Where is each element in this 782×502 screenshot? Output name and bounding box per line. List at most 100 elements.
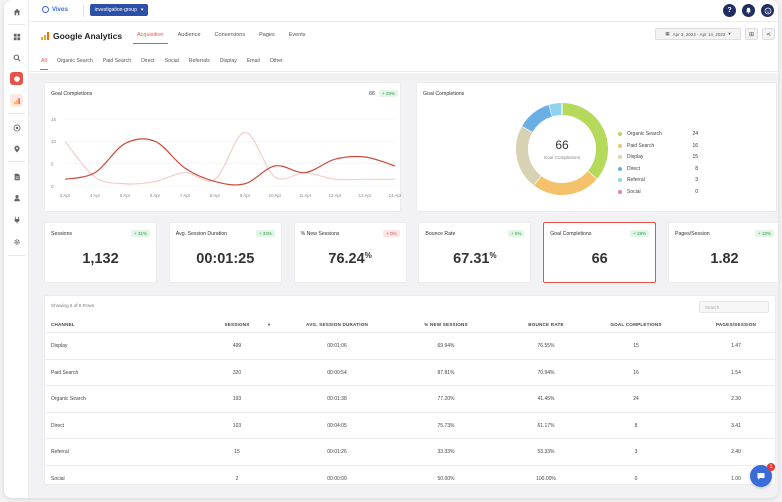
donut-slice-direct[interactable] [522,104,553,133]
legend-label: Direct [627,165,641,172]
sidebar-divider [8,161,25,162]
column-header-channel[interactable]: CHANNEL [51,322,75,327]
channel-name-cell: Organic Search [51,396,86,403]
tab-acquisition[interactable]: Acquisition [130,32,171,44]
column-header-sessions[interactable]: SESSIONS [224,322,250,327]
donut-slice-referral[interactable] [549,103,563,117]
legend-label: Organic Search [627,131,662,137]
chat-launcher-button[interactable] [750,465,772,487]
channel-name-cell: Direct [51,422,65,429]
donut-slice-organic-search[interactable] [561,103,608,180]
x-tick-label: 4 Apr [90,193,101,198]
sidebar [4,0,29,498]
filter-social[interactable]: Social [164,58,179,64]
settings-gear-icon[interactable] [10,235,23,248]
kpi-card-goal-completions[interactable]: Goal Completions + 29% 66 [543,222,657,283]
legend-item-organic-search[interactable]: Organic Search 24 [618,131,698,139]
table-cell: 53.33% [537,449,555,456]
table-cell: 103 [232,422,242,429]
notifications-button[interactable] [742,4,755,17]
table-cell: 1.00 [731,476,741,482]
filter-organic-search[interactable]: Organic Search [56,58,93,64]
column-header-goal-completions[interactable]: GOAL COMPLETIONS [610,322,662,327]
brand-mark-icon [42,6,49,13]
line-card-title: Goal Completions [51,91,93,97]
help-button[interactable]: ? [723,4,736,17]
brand-logo[interactable]: Vivos [42,6,68,13]
location-pin-icon[interactable] [10,142,23,155]
y-tick-label: 10 [51,139,57,144]
document-icon[interactable] [10,170,23,183]
channel-filters: All Organic Search Paid Search Direct Social… [40,58,293,70]
legend-label: Referral [627,177,645,183]
kpi-card-bounce-rate[interactable]: Bounce Rate + 5% 67.31% [418,222,532,283]
table-row[interactable]: Referral 15 00:01:26 33.33% 53.33% 3 2.40 [45,438,775,465]
donut-slice-paid-search[interactable] [533,171,597,195]
table-cell: 193 [232,396,242,403]
kpi-card-pages-session[interactable]: Pages/Session + 10% 1.82 [668,222,778,283]
tab-conversions[interactable]: Conversions [214,32,246,38]
kpi-label: Avg. Session Duration [175,231,228,237]
kpi-label: Goal Completions [550,231,592,237]
legend-value: 3 [695,177,698,183]
table-row[interactable]: Paid Search 320 00:00:54 87.81% 70.94% 16 1.54 [45,358,775,386]
column-header-avg-session-duration[interactable]: AVG. SESSION DURATION [306,322,368,327]
x-tick-label: 13 Apr [359,193,372,198]
legend-item-paid-search[interactable]: Paid Search 16 [618,143,698,151]
filter-display[interactable]: Display [219,58,237,64]
filter-all[interactable]: All [40,58,53,70]
tab-events[interactable]: Events [288,32,306,38]
share-icon: ⋖ [765,31,772,38]
reports-icon[interactable] [10,72,23,85]
legend-swatch [618,143,622,148]
legend-item-direct[interactable]: Direct 8 [618,166,698,174]
share-button[interactable]: ⋖ [762,28,775,40]
search-icon[interactable] [10,51,23,64]
user-icon[interactable] [10,191,23,204]
plug-icon[interactable] [10,213,23,226]
table-row[interactable]: Direct 103 00:04:05 75.73% 61.17% 8 3.41 [45,411,775,439]
column-header-pages-session[interactable]: PAGES/SESSION [715,322,757,327]
kpi-value: 67.31% [419,251,530,267]
column-header--new-sessions[interactable]: % NEW SESSIONS [424,322,468,327]
topbar-separator [83,5,84,17]
donut-slice-display[interactable] [516,126,542,186]
target-icon[interactable] [10,121,23,134]
sidebar-divider [8,255,25,256]
tab-audience[interactable]: Audience [177,32,201,38]
filter-paid-search[interactable]: Paid Search [102,58,132,64]
x-tick-label: 14 Apr [389,193,402,198]
kpi-label: Sessions [51,231,73,237]
tab-pages[interactable]: Pages [259,32,275,38]
table-cell: 499 [232,343,242,349]
column-header-bounce-rate[interactable]: BOUNCE RATE [528,322,564,327]
grid-view-button[interactable]: ⊞ [745,28,758,40]
legend-item-social[interactable]: Social 0 [618,189,698,197]
profile-button[interactable] [761,4,774,17]
legend-item-display[interactable]: Display 15 [618,154,698,162]
table-row[interactable]: Display 499 00:01:06 69.94% 76.55% 15 1.47 [45,332,775,359]
group-selector-dropdown[interactable]: investigation-group ▾ [90,4,148,16]
filter-direct[interactable]: Direct [141,58,155,64]
kpi-card-avg-session-duration[interactable]: Avg. Session Duration + 33% 00:01:25 [168,222,282,283]
filter-other[interactable]: Other [269,58,283,64]
kpi-card-sessions[interactable]: Sessions + 31% 1,132 [44,222,157,283]
table-row[interactable]: Social 2 00:00:00 50.00% 100.00% 0 1.00 [45,465,775,492]
filter-referrals[interactable]: Referrals [188,58,210,64]
filter-email[interactable]: Email [246,58,260,64]
analytics-icon[interactable] [10,94,23,107]
table-search-input[interactable]: Search [699,301,769,313]
sort-desc-icon[interactable]: ▼ [267,322,272,327]
home-icon[interactable] [10,5,23,18]
goal-completions-donut-card: Goal Completions 66 Goal Completions Org… [416,82,777,212]
dashboard-grid-icon[interactable] [10,30,23,43]
legend-swatch [618,166,622,171]
legend-item-referral[interactable]: Referral 3 [618,177,698,185]
table-cell: 1.54 [731,369,741,376]
date-range-picker[interactable]: ▦ Apr 3, 2022 - Apr 14, 2022 ▾ [655,28,741,40]
chat-unread-badge: 1 [767,463,775,471]
table-row[interactable]: Organic Search 193 00:01:38 77.20% 41.45% 24 2… [45,385,775,412]
kpi-card--new-sessions[interactable]: % New Sessions + 0% 76.24% [293,222,407,283]
table-cell: 15 [234,449,240,456]
donut-center-label: Goal Completions [543,155,581,160]
